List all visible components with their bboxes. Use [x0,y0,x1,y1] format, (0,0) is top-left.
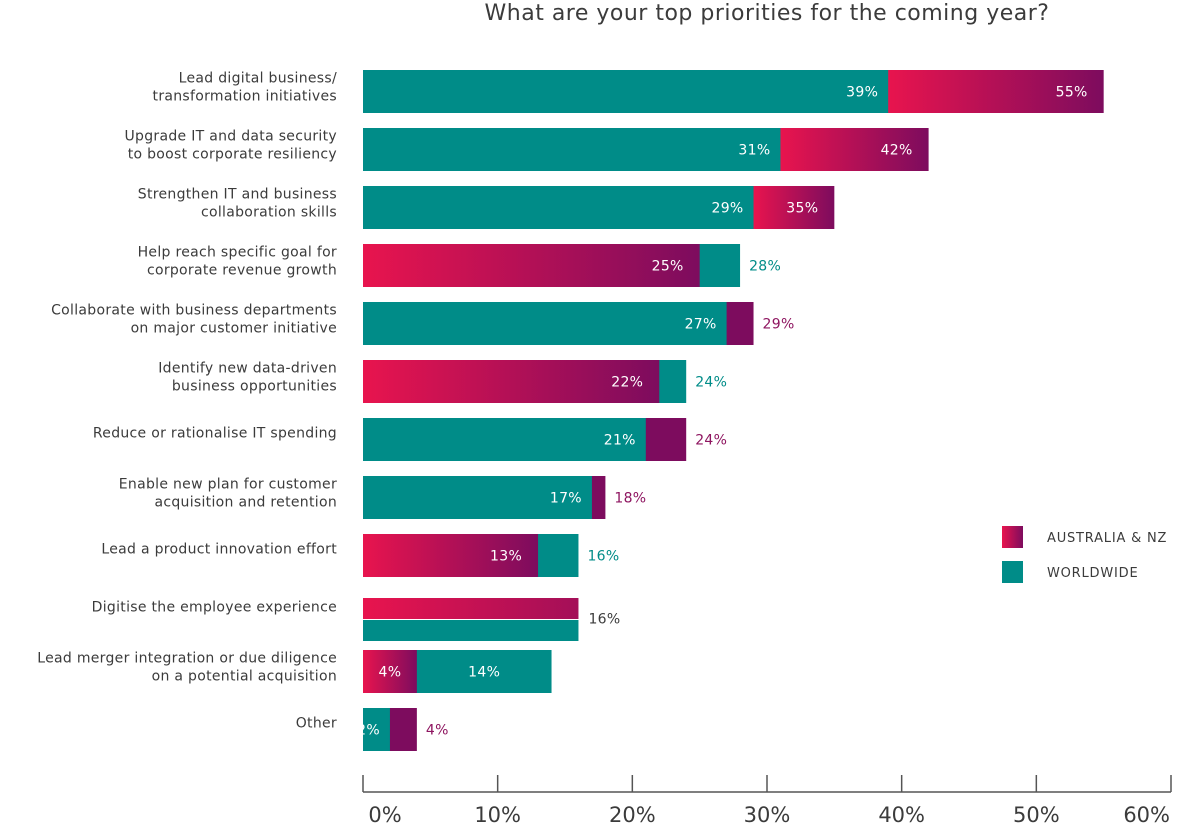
x-tick-label: 60% [1123,803,1170,827]
value-label-anz: 4% [379,665,402,681]
bar-anz [363,360,660,403]
category-label: on major customer initiative [131,321,337,337]
bar-worldwide [363,128,781,171]
value-label-worldwide: 24% [695,375,727,391]
value-label-worldwide: 21% [604,433,636,449]
bar-row: Upgrade IT and data security to boost cor… [124,128,929,171]
value-label-anz: 55% [1056,85,1088,101]
value-label-anz: 4% [426,723,449,739]
value-label-worldwide: 2% [357,723,380,739]
category-label: Collaborate with business departments [51,303,337,319]
bar-row: Other 2% 4% [296,708,449,751]
x-tick-label: 20% [609,803,656,827]
legend-label-worldwide: WORLDWIDE [1047,566,1138,581]
legend-swatch-anz [1002,526,1023,548]
legend: AUSTRALIA & NZ WORLDWIDE [1002,526,1167,583]
bar-row: Lead merger integration or due diligence… [37,650,552,693]
value-label-anz: 13% [490,549,522,565]
category-label: Lead a product innovation effort [101,542,337,558]
bar-anz [363,534,539,577]
bar-row: Enable new plan for customer acquisition … [119,476,646,519]
x-tick-label: 0% [368,803,401,827]
value-label-anz: 24% [695,433,727,449]
bar-row: Lead a product innovation effort 13% 16% [101,534,619,577]
bar-row: Strengthen IT and business collaboration … [138,186,835,229]
legend-label-anz: AUSTRALIA & NZ [1047,531,1167,546]
value-label-anz: 29% [763,317,795,333]
category-label: business opportunities [172,379,337,395]
value-label-anz: 18% [614,491,646,507]
category-label: on a potential acquisition [152,669,337,685]
value-label-anz: 25% [652,259,684,275]
bar-row: Digitise the employee experience 16% [92,598,620,641]
category-label: transformation initiatives [153,89,337,105]
x-tick-label: 50% [1013,803,1060,827]
category-label: Reduce or rationalise IT spending [93,426,337,442]
value-label-anz: 42% [881,143,913,159]
bar-anz [363,598,579,619]
x-tick-label: 30% [744,803,791,827]
category-label: Other [296,716,337,732]
bar-worldwide [363,620,579,641]
category-label: Enable new plan for customer [119,477,337,493]
category-label: corporate revenue growth [147,263,337,279]
category-label: Lead digital business/ [179,71,337,87]
value-label-worldwide: 14% [468,665,500,681]
bar-worldwide [363,186,754,229]
category-label: Upgrade IT and data security [124,129,337,145]
value-label-worldwide: 27% [685,317,717,333]
value-label-anz: 22% [611,375,643,391]
x-axis: 0% 10% 20% 30% 40% 50% 60% [362,775,1172,827]
bar-row: Help reach specific goal for corporate re… [138,244,781,287]
value-label: 16% [588,612,620,628]
category-label: collaboration skills [201,205,337,221]
bar-worldwide [363,302,727,345]
value-label-worldwide: 17% [550,491,582,507]
category-label: to boost corporate resiliency [128,147,337,163]
category-label: acquisition and retention [154,495,337,511]
category-label: Strengthen IT and business [138,187,337,203]
value-label-worldwide: 29% [712,201,744,217]
bar-row: Collaborate with business departments on … [51,302,794,345]
bar-worldwide [363,418,646,461]
bar-worldwide [363,476,592,519]
category-label: Identify new data-driven [158,361,337,377]
category-label: Lead merger integration or due diligence [37,651,337,667]
category-label: Help reach specific goal for [138,245,337,261]
bar-row: Lead digital business/transformation ini… [153,70,1104,113]
value-label-worldwide: 39% [846,85,878,101]
value-label-worldwide: 28% [749,259,781,275]
value-label-worldwide: 31% [738,143,770,159]
bar-anz [363,650,417,693]
bars-group: Lead digital business/transformation ini… [37,70,1104,751]
bar-anz [363,244,700,287]
bar-worldwide [363,70,889,113]
x-tick-label: 40% [878,803,925,827]
bar-row: Identify new data-driven business opportu… [158,360,727,403]
chart-title: What are your top priorities for the com… [485,1,1050,26]
bar-row: Reduce or rationalise IT spending 21% 24% [93,418,727,461]
x-tick-label: 10% [474,803,521,827]
legend-swatch-worldwide [1002,561,1023,583]
bar-worldwide [363,708,390,751]
value-label-worldwide: 16% [587,549,619,565]
category-label: Digitise the employee experience [92,600,337,616]
value-label-anz: 35% [786,201,818,217]
